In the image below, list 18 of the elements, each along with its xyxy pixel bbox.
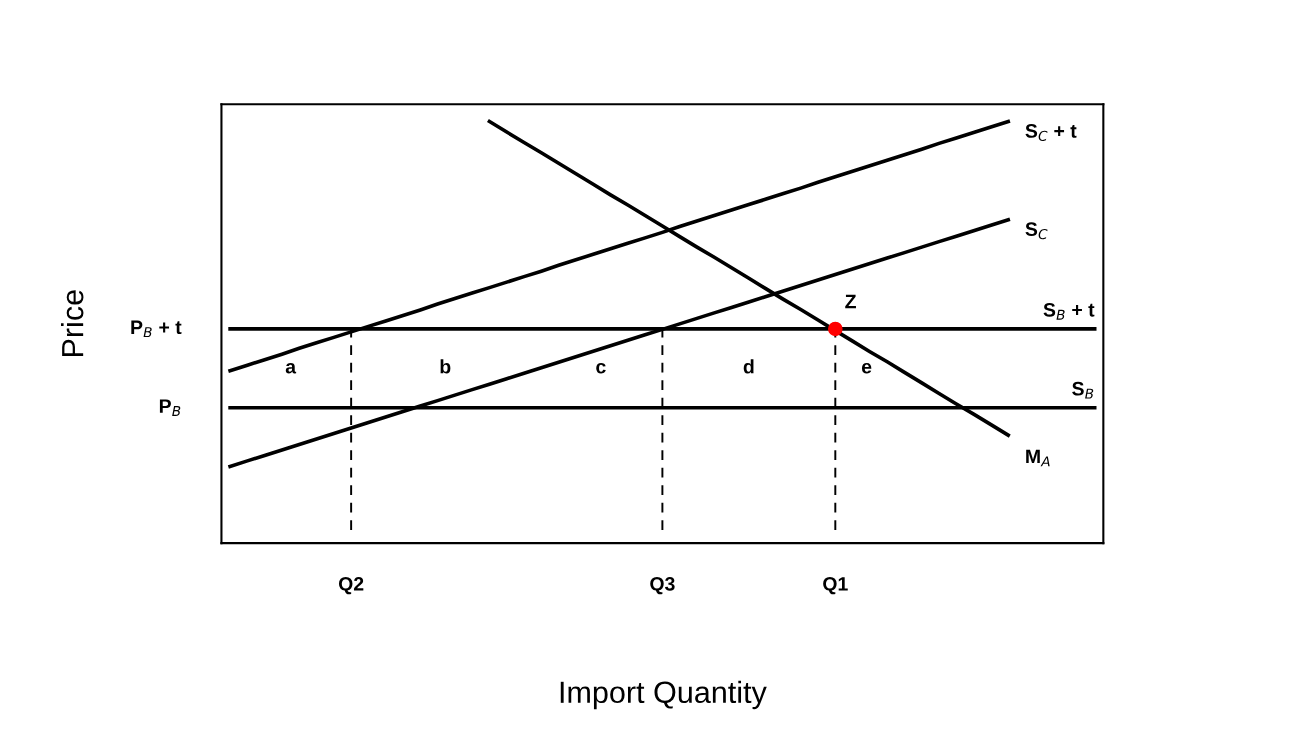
x-tick-label: Q2 — [338, 576, 364, 595]
annotation: c — [596, 362, 606, 374]
series-label: M$_{A}$ — [1026, 449, 1050, 467]
annotation: d — [743, 359, 754, 374]
x-tick-label: Q3 — [650, 576, 675, 595]
series-label: S$_{B}$ — [1072, 381, 1094, 399]
annotation: b — [440, 359, 451, 374]
series-label: S$_{C}$ + t — [1025, 124, 1077, 141]
series-label: S$_{C}$ — [1025, 222, 1048, 240]
annotation: e — [861, 362, 872, 374]
annotation: a — [285, 362, 297, 374]
x-axis-title: Import Quantity — [560, 680, 767, 710]
x-tick-label: Q1 — [823, 576, 848, 595]
annotation: Z — [845, 294, 856, 309]
text: P$_{B}$ — [159, 399, 181, 416]
series-label: S$_{B}$ + t — [1043, 302, 1095, 320]
text: P$_{B}$ + t — [131, 320, 182, 338]
y-axis-title: Price — [61, 290, 84, 356]
